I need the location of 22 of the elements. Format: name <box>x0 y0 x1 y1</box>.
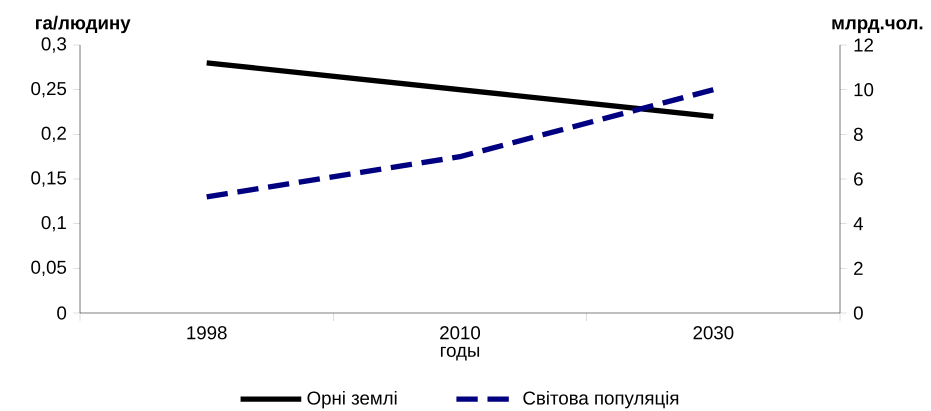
y-tick-label: 0,1 <box>42 216 66 232</box>
y-axis-title: га/людину <box>36 16 131 34</box>
y2-tick-label: 6 <box>854 172 863 186</box>
y-tick-label: 0,2 <box>42 126 66 142</box>
x-tick-label: 2010 <box>440 326 480 340</box>
legend-label: Світова популяція <box>523 390 678 408</box>
y2-tick-label: 8 <box>854 128 863 141</box>
y2-axis-title: млрд.чол. <box>832 19 922 34</box>
y-tick-label: 0,05 <box>31 260 66 276</box>
y2-tick-label: 10 <box>854 83 874 96</box>
y2-tick-label: 2 <box>854 262 863 275</box>
y-tick-label: 0 <box>57 306 66 320</box>
legend-label: Орні землі <box>307 390 396 408</box>
y2-tick-label: 4 <box>854 217 863 230</box>
y2-tick-label: 0 <box>854 306 863 320</box>
x-axis-title: годы <box>440 346 480 361</box>
x-tick-label: 2030 <box>694 326 734 340</box>
y-tick-label: 0,25 <box>31 82 66 98</box>
x-tick-label: 1998 <box>187 326 227 340</box>
y2-tick-label: 12 <box>854 38 873 52</box>
y-tick-label: 0,3 <box>42 37 66 53</box>
y-tick-label: 0,15 <box>31 171 66 187</box>
